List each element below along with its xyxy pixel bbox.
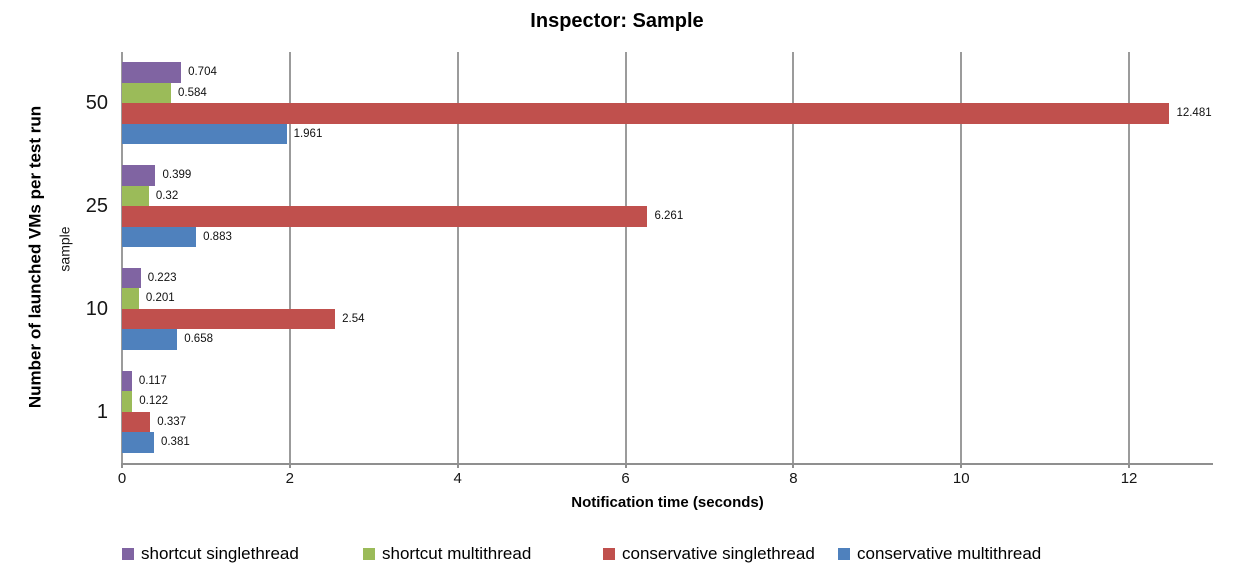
tick-mark-x-12	[1128, 463, 1131, 468]
bar-value-label: 2.54	[342, 312, 365, 325]
bar-value-label: 0.381	[160, 436, 190, 449]
legend-item-shortcut-singlethread: shortcut singlethread	[122, 542, 299, 566]
bar-shortcut-multithread-cat-25	[122, 185, 149, 207]
bar-value-label: 1.961	[293, 127, 323, 140]
legend-label: shortcut multithread	[382, 544, 532, 563]
x-tick-label-10: 10	[952, 470, 970, 487]
tick-mark-x-4	[456, 463, 459, 468]
bar-value-label: 12.481	[1176, 107, 1212, 120]
x-tick-label-12: 12	[1120, 470, 1138, 487]
legend-item-shortcut-multithread: shortcut multithread	[363, 542, 531, 566]
bar-shortcut-singlethread-cat-1	[122, 370, 132, 392]
bar-value-label: 0.399	[162, 169, 192, 182]
bar-conservative-multithread-cat-1	[122, 432, 154, 453]
bar-value-label: 0.704	[188, 66, 217, 79]
bar-value-label: 0.201	[145, 292, 175, 305]
gridline-x-6	[624, 52, 627, 463]
bar-shortcut-multithread-cat-1	[122, 391, 133, 412]
x-axis-line	[122, 463, 1213, 465]
bar-value-label: 0.223	[147, 271, 177, 284]
tick-mark-x-0	[121, 463, 123, 468]
bar-conservative-singlethread-cat-10	[122, 308, 336, 330]
gridline-x-0	[121, 52, 123, 463]
x-tick-label-2: 2	[285, 470, 295, 487]
category-label-25: 25	[85, 195, 108, 218]
tick-mark-x-6	[624, 463, 627, 468]
category-label-50: 50	[85, 92, 108, 115]
x-tick-label-0: 0	[117, 470, 127, 487]
tick-mark-x-2	[288, 463, 291, 468]
legend-swatch-icon	[363, 548, 375, 560]
bar-conservative-multithread-cat-25	[122, 226, 197, 248]
bar-shortcut-multithread-cat-50	[122, 82, 171, 104]
bar-value-label: 0.658	[184, 333, 213, 346]
bar-value-label: 0.117	[138, 374, 167, 387]
bar-shortcut-singlethread-cat-10	[122, 267, 141, 289]
tick-mark-x-8	[792, 463, 795, 468]
bar-conservative-singlethread-cat-50	[122, 103, 1170, 124]
gridline-x-10	[960, 52, 963, 463]
chart-title: Inspector: Sample	[530, 10, 704, 32]
bar-value-label: 0.32	[155, 189, 179, 202]
bar-conservative-singlethread-cat-25	[122, 206, 648, 227]
bar-conservative-singlethread-cat-1	[122, 411, 151, 433]
x-axis-title: Notification time (seconds)	[571, 494, 764, 511]
x-tick-label-6: 6	[621, 470, 630, 487]
legend-swatch-icon	[122, 548, 134, 560]
bar-conservative-multithread-cat-10	[122, 329, 178, 350]
bar-value-label: 0.337	[157, 415, 187, 428]
category-label-1: 1	[96, 400, 108, 423]
legend-item-conservative-multithread: conservative multithread	[838, 542, 1041, 566]
bar-value-label: 0.883	[203, 230, 232, 243]
legend-label: conservative singlethread	[622, 544, 815, 563]
legend-swatch-icon	[603, 548, 615, 560]
bar-conservative-multithread-cat-50	[122, 123, 287, 145]
bar-value-label: 0.122	[139, 395, 169, 408]
gridline-x-2	[288, 52, 291, 463]
gridline-x-8	[792, 52, 795, 463]
x-tick-label-4: 4	[453, 470, 462, 487]
tick-mark-x-10	[960, 463, 963, 468]
plot-area: 0.704 0.584 12.481 1.961 0.399 0.32 6.261 0.883…	[121, 52, 1213, 468]
bar-value-label: 6.261	[654, 210, 684, 223]
bar-value-label: 0.584	[178, 86, 207, 99]
legend-label: shortcut singlethread	[141, 544, 299, 563]
legend-label: conservative multithread	[857, 544, 1042, 563]
bar-shortcut-singlethread-cat-50	[122, 62, 182, 83]
legend-swatch-icon	[838, 548, 850, 560]
legend-item-conservative-singlethread: conservative singlethread	[603, 542, 815, 566]
bar-shortcut-multithread-cat-10	[122, 288, 139, 309]
gridline-x-4	[456, 52, 459, 463]
x-tick-label-8: 8	[789, 470, 798, 487]
gridline-x-12	[1128, 52, 1131, 463]
category-label-10: 10	[85, 297, 108, 320]
bar-shortcut-singlethread-cat-25	[122, 165, 156, 186]
